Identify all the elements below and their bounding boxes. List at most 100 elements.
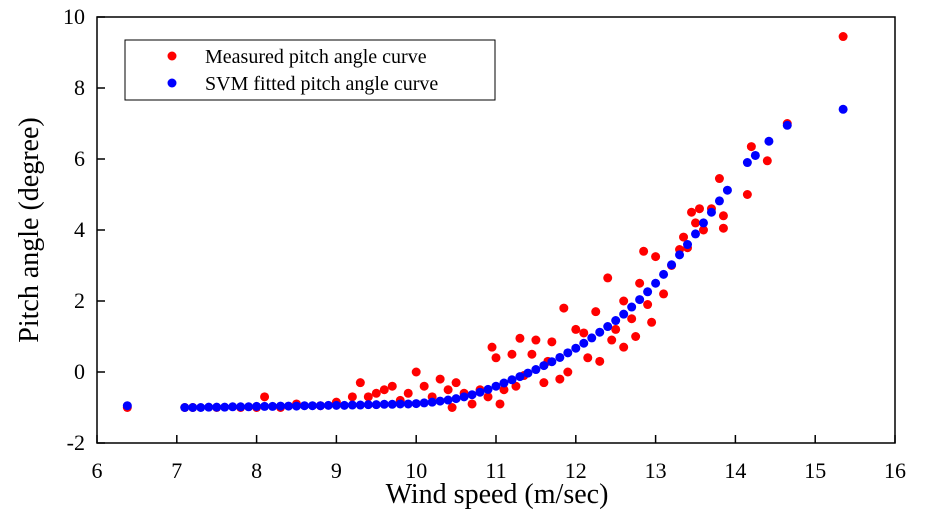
point — [339, 400, 349, 410]
point — [571, 343, 581, 353]
point — [387, 399, 397, 409]
y-tick-label: 2 — [74, 288, 85, 313]
point — [491, 353, 501, 363]
point — [276, 401, 286, 411]
point — [782, 120, 792, 130]
point — [403, 399, 413, 409]
point — [611, 324, 621, 334]
point — [595, 327, 605, 337]
point — [451, 394, 461, 404]
x-tick-label: 16 — [884, 458, 906, 483]
point — [742, 158, 752, 168]
point — [236, 402, 246, 412]
point — [507, 375, 517, 385]
point — [347, 392, 357, 402]
x-tick-label: 9 — [331, 458, 342, 483]
y-axis-label: Pitch angle (degree) — [14, 117, 45, 342]
point — [379, 399, 389, 409]
point — [691, 218, 700, 228]
point — [651, 252, 661, 262]
point — [838, 104, 848, 114]
point — [443, 385, 453, 395]
point — [180, 403, 190, 412]
point — [607, 335, 617, 345]
point — [487, 342, 497, 352]
point — [435, 374, 445, 384]
point — [244, 402, 254, 412]
point — [499, 378, 509, 388]
point — [683, 240, 693, 250]
point — [403, 388, 413, 398]
x-tick-label: 10 — [405, 458, 427, 483]
point — [371, 400, 381, 410]
point — [491, 381, 501, 391]
point — [419, 398, 429, 408]
point — [679, 232, 689, 242]
legend-label: SVM fitted pitch angle curve — [205, 73, 438, 95]
point — [260, 392, 270, 402]
point — [698, 225, 708, 235]
point — [675, 250, 685, 260]
point — [764, 136, 774, 146]
point — [583, 353, 593, 363]
x-tick-label: 8 — [251, 458, 262, 483]
point — [603, 273, 613, 283]
point — [515, 372, 525, 382]
point — [706, 207, 716, 217]
point — [483, 392, 493, 402]
point — [714, 174, 724, 184]
point — [619, 296, 629, 306]
point — [559, 303, 569, 313]
y-tick-label: 8 — [74, 75, 85, 100]
legend-box — [124, 39, 496, 101]
x-tick-label: 15 — [804, 458, 826, 483]
point — [762, 156, 772, 166]
point — [718, 223, 728, 233]
point — [475, 387, 485, 397]
point — [363, 392, 373, 402]
point — [443, 395, 453, 405]
point — [659, 289, 669, 299]
y-tick-label: -2 — [67, 430, 85, 455]
point — [220, 402, 230, 412]
point — [347, 400, 357, 410]
x-tick-label: 6 — [92, 458, 103, 483]
point — [643, 300, 653, 310]
point — [746, 142, 756, 152]
point — [507, 349, 517, 359]
point — [579, 328, 589, 338]
point — [619, 342, 629, 352]
point — [587, 333, 597, 343]
point — [307, 401, 317, 411]
point — [579, 338, 589, 348]
point — [260, 401, 270, 411]
legend-marker — [167, 51, 177, 61]
point — [539, 378, 549, 388]
point — [435, 396, 445, 406]
point — [539, 361, 549, 371]
point — [427, 397, 437, 407]
point — [627, 314, 637, 324]
point — [252, 401, 262, 411]
point — [563, 348, 573, 358]
point — [355, 378, 365, 388]
point — [483, 384, 493, 394]
point — [687, 207, 697, 217]
point — [411, 399, 421, 409]
point — [387, 381, 397, 391]
point — [714, 196, 724, 206]
point — [419, 381, 429, 391]
point — [555, 352, 565, 362]
x-tick-label: 11 — [485, 458, 506, 483]
point — [838, 32, 848, 42]
point — [395, 399, 405, 409]
point — [603, 322, 613, 332]
point — [531, 335, 541, 345]
point — [459, 392, 469, 402]
point — [467, 399, 477, 409]
y-tick-label: 4 — [74, 217, 85, 242]
point — [647, 317, 657, 327]
point — [268, 401, 278, 411]
y-tick-label: 10 — [63, 4, 85, 29]
point — [635, 295, 645, 305]
